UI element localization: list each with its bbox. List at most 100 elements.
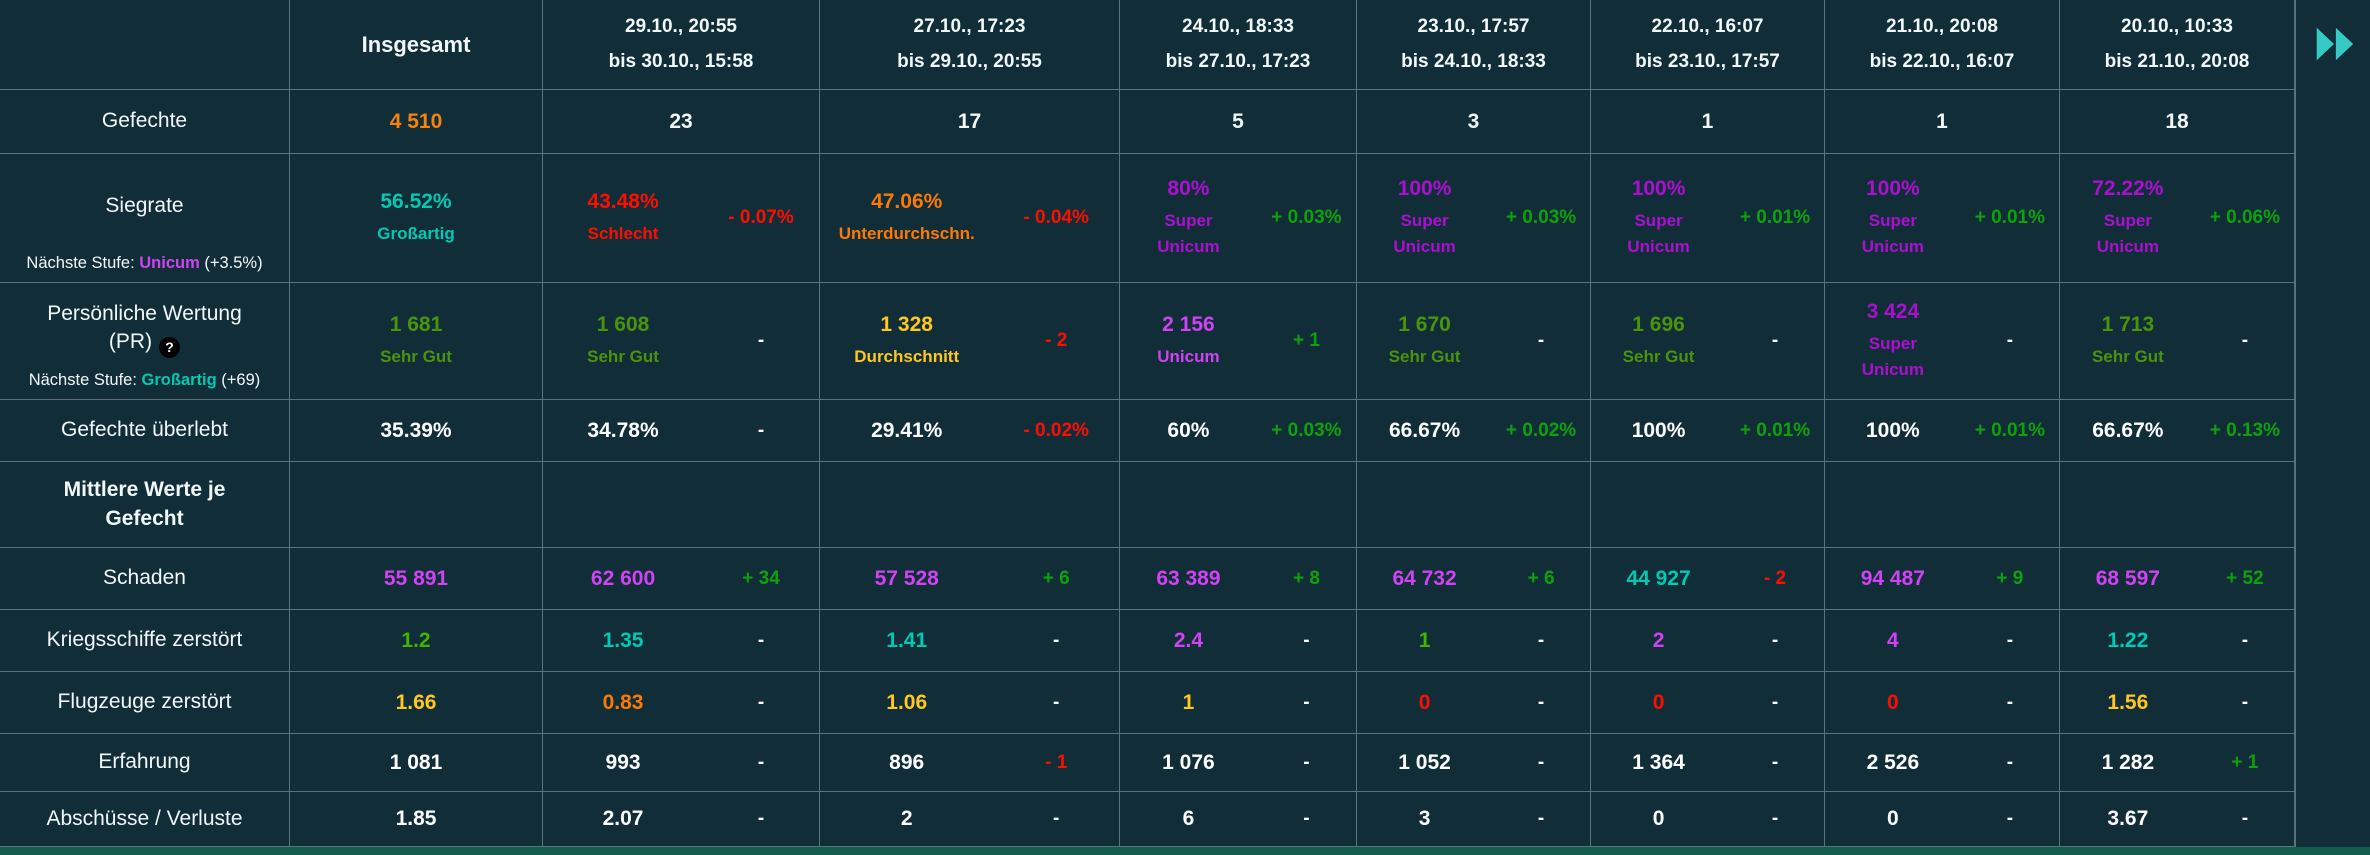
stat-cell: 6- xyxy=(1120,792,1357,846)
delta-value: + 6 xyxy=(1527,567,1555,589)
delta-value: - xyxy=(1303,751,1310,773)
stat-cell: 18 xyxy=(2060,90,2295,153)
empty-cell xyxy=(290,462,543,547)
stat-value: 1.06 xyxy=(886,690,928,714)
delta-value: - xyxy=(757,751,765,773)
delta-value: - xyxy=(2241,808,2249,829)
rating-label: Super Unicum xyxy=(1627,211,1690,256)
row-label-erfahrung: Erfahrung xyxy=(0,734,290,791)
stat-cell: 43.48% Schlecht - 0.07% xyxy=(543,154,820,282)
delta-value: - xyxy=(1053,691,1060,713)
stat-cell: 1 608 Sehr Gut - xyxy=(543,283,820,399)
help-icon[interactable]: ? xyxy=(159,337,181,359)
header-period-5: 22.10., 16:07 bis 23.10., 17:57 xyxy=(1591,0,1825,89)
stat-value: 2 xyxy=(900,807,913,830)
delta-value: + 0.01% xyxy=(1974,419,2045,441)
stat-cell: 1 xyxy=(1591,90,1825,153)
stat-value: 0 xyxy=(1887,807,1899,830)
stat-value: 44 927 xyxy=(1626,566,1691,590)
stat-cell: 72.22% Super Unicum + 0.06% xyxy=(2060,154,2295,282)
stat-value: 1 076 xyxy=(1162,750,1215,774)
pagination-column xyxy=(2295,0,2370,847)
rating-label: Großartig xyxy=(377,223,455,243)
stat-cell: 100% + 0.01% xyxy=(1591,400,1825,461)
stat-value: 23 xyxy=(669,109,693,133)
delta-value: - xyxy=(1537,629,1545,651)
stat-value: 0.83 xyxy=(602,690,644,714)
stat-value: 66.67% xyxy=(1388,418,1461,442)
rating-label: Sehr Gut xyxy=(380,346,452,366)
stat-value: 1.35 xyxy=(602,628,644,652)
stat-value: 100% xyxy=(1866,177,1920,200)
delta-value: - xyxy=(2241,691,2249,713)
delta-value: + 6 xyxy=(1042,567,1070,589)
rating-label: Super Unicum xyxy=(1393,211,1456,256)
stat-value: 1 328 xyxy=(880,312,933,336)
rating-label: Sehr Gut xyxy=(2091,346,2164,366)
stat-cell: 1 713 Sehr Gut - xyxy=(2060,283,2295,399)
stat-cell: 100% Super Unicum + 0.03% xyxy=(1357,154,1591,282)
delta-value: - xyxy=(2006,330,2014,351)
stat-value: 35.39% xyxy=(380,418,452,442)
stat-cell: 2- xyxy=(1591,610,1825,671)
stat-value: 2 156 xyxy=(1162,312,1215,336)
delta-value: + 0.03% xyxy=(1271,419,1342,441)
delta-value: - 0.02% xyxy=(1023,419,1089,441)
stat-cell: 100% + 0.01% xyxy=(1825,400,2060,461)
table-header-row: Insgesamt 29.10., 20:55 bis 30.10., 15:58… xyxy=(0,0,2295,90)
stat-value: 1.66 xyxy=(395,690,437,714)
delta-value: - 0.04% xyxy=(1023,207,1089,228)
stat-value: 2.4 xyxy=(1173,628,1204,652)
stat-value: 1 670 xyxy=(1398,312,1451,336)
stat-value: 55 891 xyxy=(383,566,449,590)
stat-value: 64 732 xyxy=(1392,566,1457,590)
empty-cell xyxy=(1825,462,2060,547)
delta-value: + 0.03% xyxy=(1271,207,1342,228)
delta-value: + 0.01% xyxy=(1739,419,1811,441)
stat-cell: 68 597 + 52 xyxy=(2060,548,2295,609)
delta-value: - xyxy=(2241,330,2249,351)
stat-value: 47.06% xyxy=(871,189,943,213)
stat-value: 2 xyxy=(1652,628,1665,652)
stat-value: 1 xyxy=(1418,628,1431,652)
stat-value: 4 xyxy=(1887,628,1899,652)
stat-cell: 3- xyxy=(1357,792,1591,846)
stat-value: 56.52% xyxy=(380,189,452,213)
stat-value: 29.41% xyxy=(871,418,943,442)
stat-value: 1 282 xyxy=(2101,750,2155,774)
delta-value: - xyxy=(2241,629,2249,651)
delta-value: - xyxy=(757,419,765,441)
delta-value: + 34 xyxy=(742,567,780,589)
rating-label: Unterdurchschn. xyxy=(838,223,975,243)
stat-cell: 0- xyxy=(1357,672,1591,733)
delta-value: - xyxy=(1771,330,1779,351)
stat-value: 4 510 xyxy=(389,109,443,133)
delta-value: - xyxy=(757,691,765,713)
double-chevron-right-icon[interactable] xyxy=(2310,21,2356,67)
rating-label: Unicum xyxy=(1157,346,1220,366)
empty-cell xyxy=(543,462,820,547)
stat-cell: 3 xyxy=(1357,90,1591,153)
stat-value: 1 xyxy=(1936,109,1948,133)
stat-value: 6 xyxy=(1182,807,1195,830)
table-row-gefechte: Gefechte 4 510 23 17 5 3 1 1 18 xyxy=(0,90,2295,154)
stat-value: 94 487 xyxy=(1860,566,1925,590)
stat-cell: 2.4 - xyxy=(1120,610,1357,671)
table-row-erfahrung: Erfahrung 1 081 993 - 896 - 1 1 076 - 1 052… xyxy=(0,734,2295,792)
header-total: Insgesamt xyxy=(290,0,543,89)
stat-cell: 63 389 + 8 xyxy=(1120,548,1357,609)
stat-cell: 4- xyxy=(1825,610,2060,671)
stat-cell-total: 1 081 xyxy=(290,734,543,791)
stat-cell: 0- xyxy=(1591,792,1825,846)
rating-label: Super Unicum xyxy=(1861,334,1925,379)
stat-cell: 1 xyxy=(1825,90,2060,153)
table-row-section: Mittlere Werte je Gefecht xyxy=(0,462,2295,548)
stat-cell: 1 670 Sehr Gut - xyxy=(1357,283,1591,399)
stat-value: 18 xyxy=(2165,109,2189,133)
stat-value: 100% xyxy=(1866,418,1920,442)
stat-value: 62 600 xyxy=(590,566,656,590)
header-period-4: 23.10., 17:57 bis 24.10., 18:33 xyxy=(1357,0,1591,89)
stat-value: 60% xyxy=(1167,418,1210,442)
delta-value: - xyxy=(1537,330,1545,351)
